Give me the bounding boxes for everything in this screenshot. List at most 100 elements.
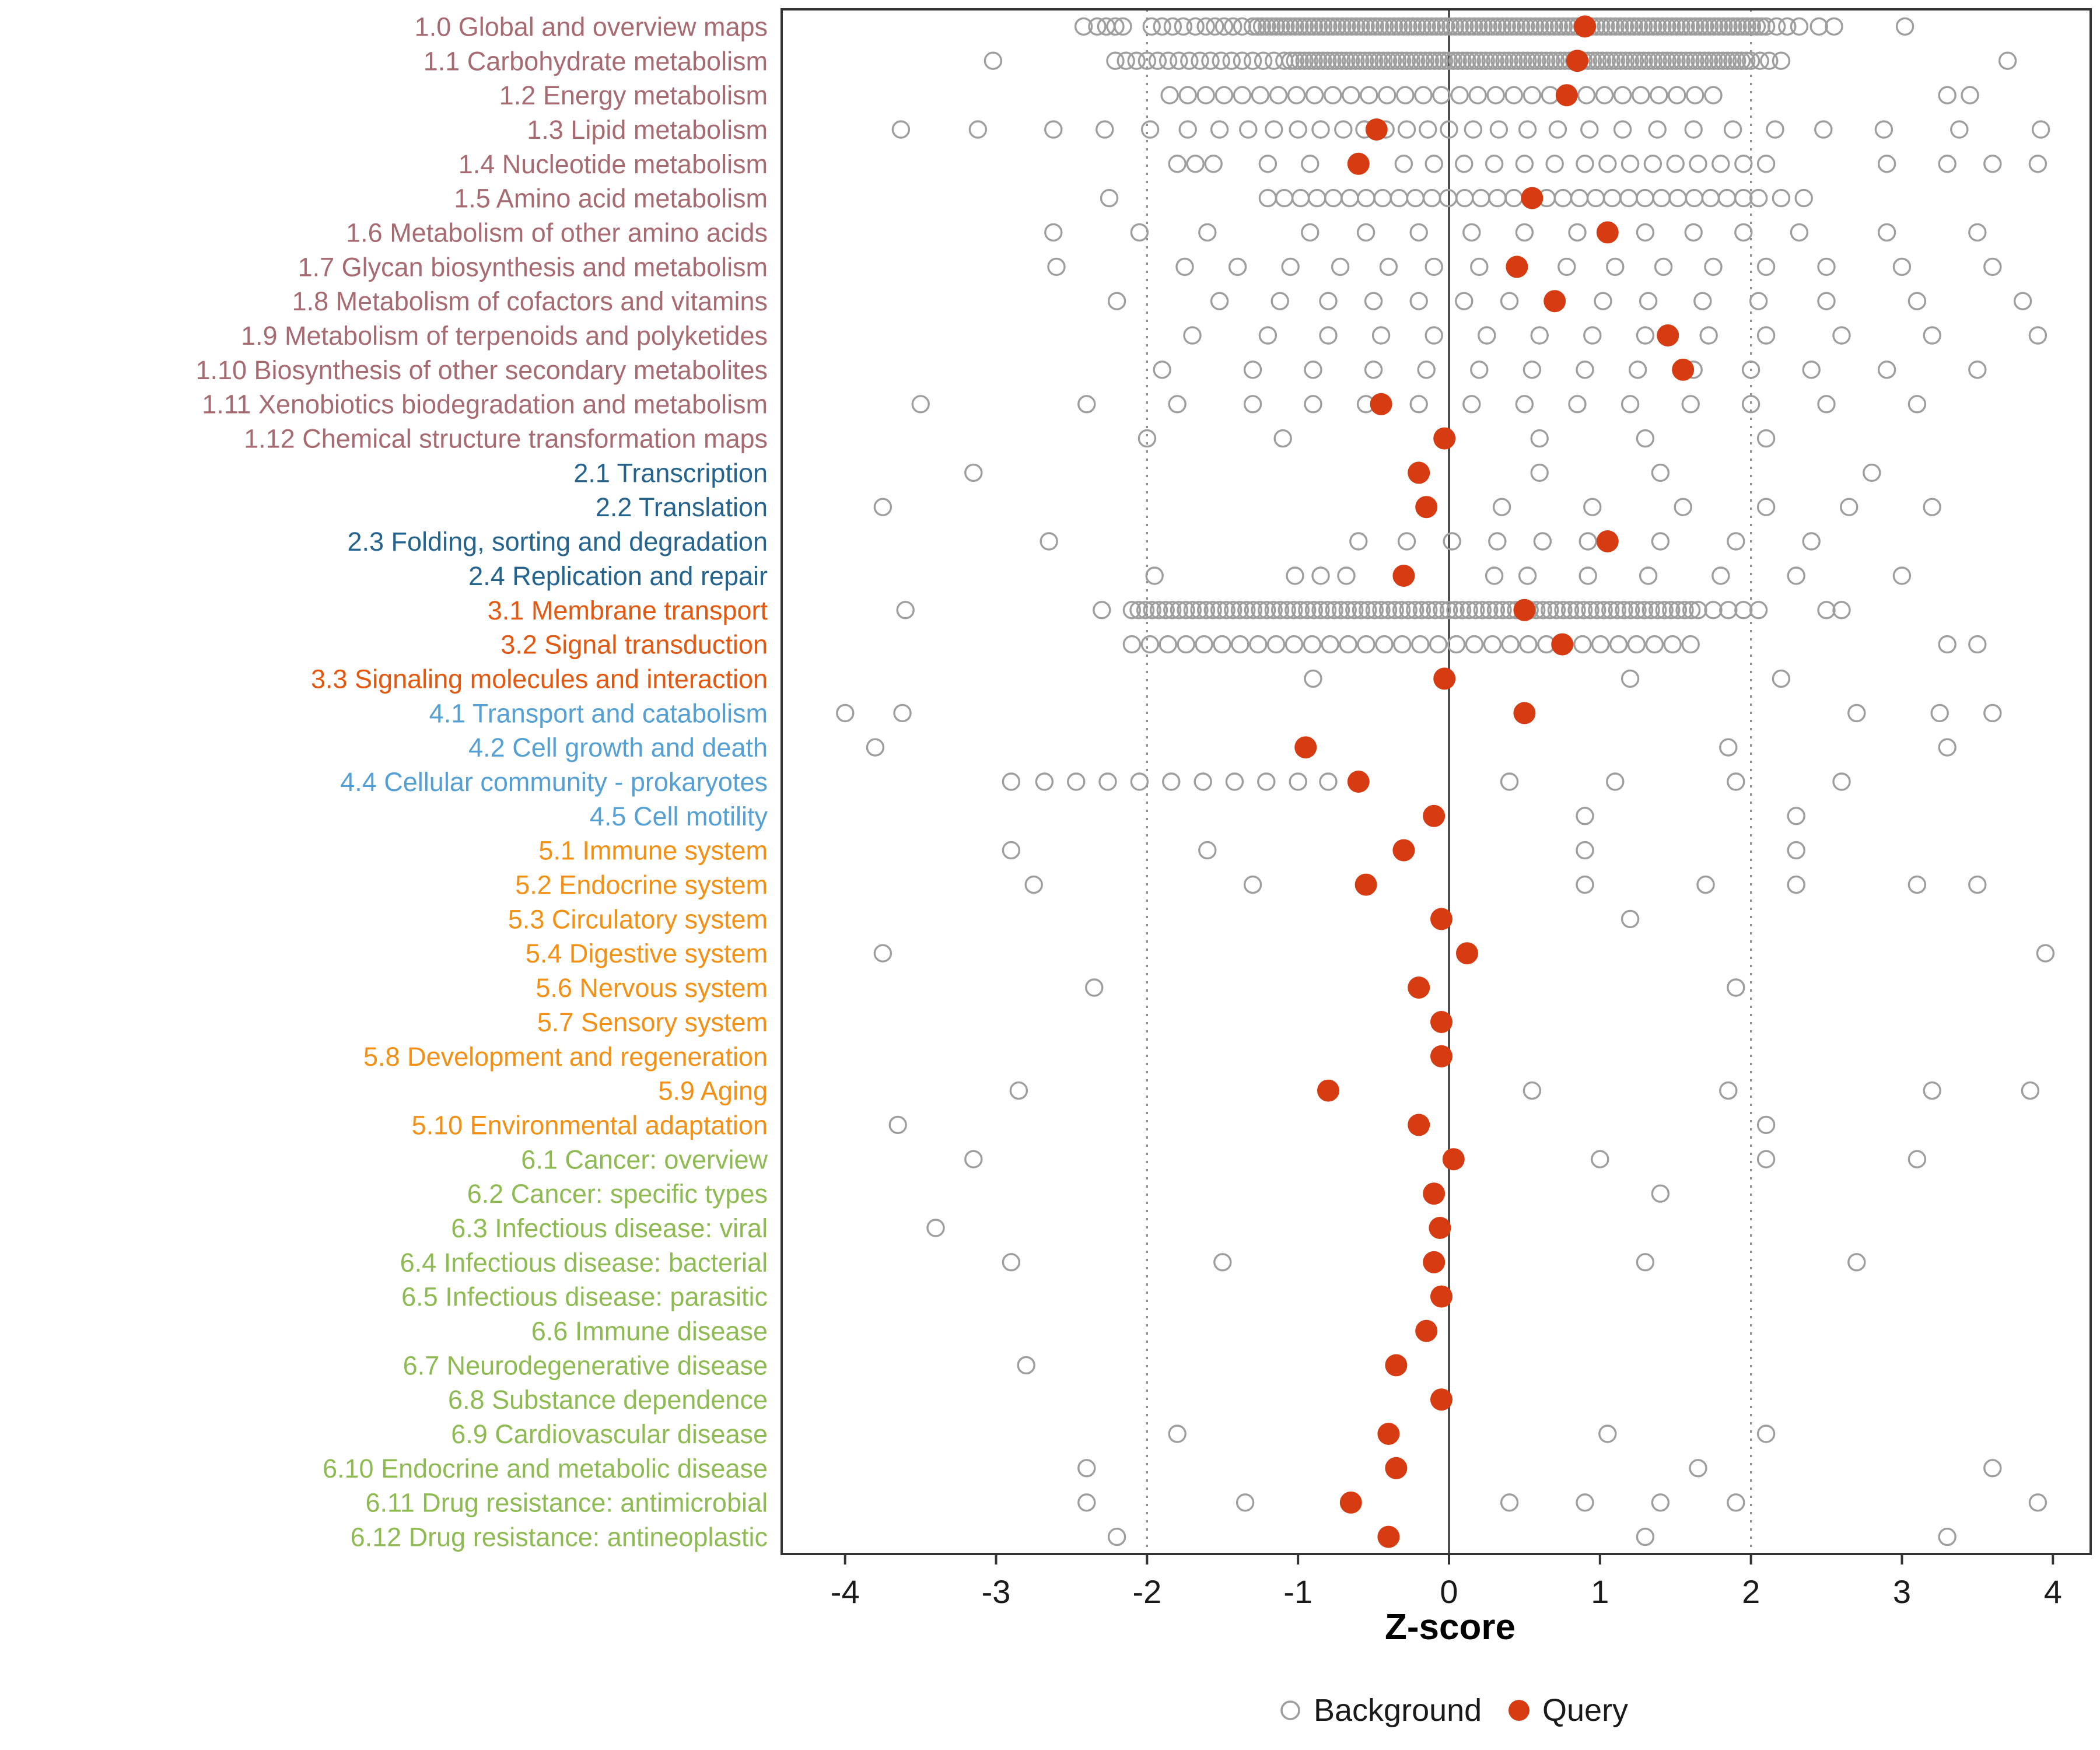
background-point — [1613, 86, 1632, 104]
background-point — [1655, 601, 1674, 620]
background-point — [1648, 17, 1667, 36]
background-point — [1533, 532, 1552, 551]
background-point — [1625, 17, 1644, 36]
background-point — [1360, 51, 1379, 70]
background-point — [1429, 635, 1448, 654]
background-point — [1347, 17, 1366, 36]
query-point — [1370, 393, 1392, 415]
background-point — [1515, 223, 1534, 242]
background-point — [1583, 498, 1602, 516]
background-point — [873, 944, 892, 963]
background-point — [1601, 601, 1620, 620]
background-point — [1375, 635, 1394, 654]
background-point — [1304, 669, 1322, 688]
background-point — [1243, 17, 1262, 36]
background-point — [1455, 155, 1474, 173]
background-point — [1686, 51, 1704, 70]
query-point — [1433, 667, 1456, 690]
background-point — [1203, 601, 1222, 620]
background-point — [1206, 17, 1224, 36]
background-point — [1402, 51, 1421, 70]
background-point — [1289, 120, 1307, 139]
query-point — [1430, 908, 1452, 930]
x-axis-title: Z-score — [1385, 1607, 1516, 1647]
background-point — [1356, 17, 1375, 36]
plot-area: 1.0 Global and overview maps 1.1 Carbohyd… — [195, 8, 2092, 1610]
background-point — [1130, 772, 1149, 791]
background-point — [1545, 17, 1563, 36]
query-point — [1672, 358, 1695, 381]
background-point — [1359, 601, 1377, 620]
background-point — [1174, 17, 1193, 36]
background-point — [1521, 17, 1540, 36]
background-point — [1908, 395, 1927, 414]
background-point — [1156, 601, 1175, 620]
background-point — [1273, 429, 1292, 448]
background-point — [1356, 51, 1374, 70]
background-point — [1576, 155, 1594, 173]
background-point — [1500, 51, 1518, 70]
background-point — [1817, 257, 1836, 276]
background-point — [1519, 635, 1538, 654]
background-point — [1651, 1184, 1670, 1203]
category-label: 1.0 Global and overview maps — [415, 12, 768, 41]
background-point — [1767, 17, 1786, 36]
background-point — [1284, 601, 1303, 620]
background-point — [1723, 51, 1742, 70]
background-point — [1175, 257, 1194, 276]
background-point — [1518, 120, 1537, 139]
background-point — [1968, 360, 1987, 379]
background-point — [1486, 51, 1504, 70]
background-point — [2028, 326, 2048, 345]
background-point — [1106, 17, 1125, 36]
background-point — [1378, 51, 1398, 70]
background-point — [1728, 17, 1747, 36]
background-point — [1244, 601, 1263, 620]
background-point — [1304, 360, 1322, 379]
background-point — [1554, 17, 1573, 36]
background-point — [1440, 120, 1458, 139]
background-point — [1636, 223, 1655, 242]
category-label: 3.2 Signal transduction — [501, 630, 768, 660]
background-point — [1352, 17, 1370, 36]
query-point — [1506, 256, 1528, 278]
background-point — [1230, 601, 1250, 620]
background-point — [1168, 395, 1186, 414]
background-point — [1372, 601, 1391, 620]
background-point — [1689, 155, 1707, 173]
background-point — [1145, 566, 1164, 585]
background-point — [1549, 17, 1569, 36]
background-point — [1258, 155, 1278, 173]
background-point — [1675, 601, 1694, 620]
category-label: 6.12 Drug resistance: antineoplastic — [351, 1522, 768, 1552]
background-point — [1602, 51, 1621, 70]
background-point — [1309, 17, 1328, 36]
background-point — [1608, 601, 1627, 620]
background-point — [1148, 51, 1167, 70]
background-point — [1251, 601, 1269, 620]
background-point — [1636, 429, 1655, 448]
background-point — [1787, 807, 1805, 825]
background-point — [1295, 17, 1314, 36]
background-point — [1502, 17, 1521, 36]
background-point — [1681, 17, 1700, 36]
background-point — [1190, 601, 1209, 620]
background-point — [1983, 704, 2002, 723]
background-point — [1598, 1424, 1617, 1443]
background-point — [1122, 601, 1142, 620]
background-point — [1668, 601, 1688, 620]
x-tick-label: -1 — [1283, 1573, 1312, 1610]
category-label: 6.8 Substance dependence — [448, 1385, 768, 1415]
background-point — [1495, 51, 1514, 70]
background-point — [1908, 1150, 1927, 1168]
background-point — [2028, 1493, 2048, 1512]
background-point — [1418, 17, 1436, 36]
background-point — [1968, 635, 1987, 654]
category-label: 4.2 Cell growth and death — [468, 733, 768, 762]
background-point — [1304, 395, 1322, 414]
background-point — [1700, 17, 1719, 36]
background-point — [1191, 51, 1209, 70]
query-point — [1657, 324, 1679, 346]
background-point — [1522, 86, 1542, 104]
background-point — [1364, 292, 1383, 310]
